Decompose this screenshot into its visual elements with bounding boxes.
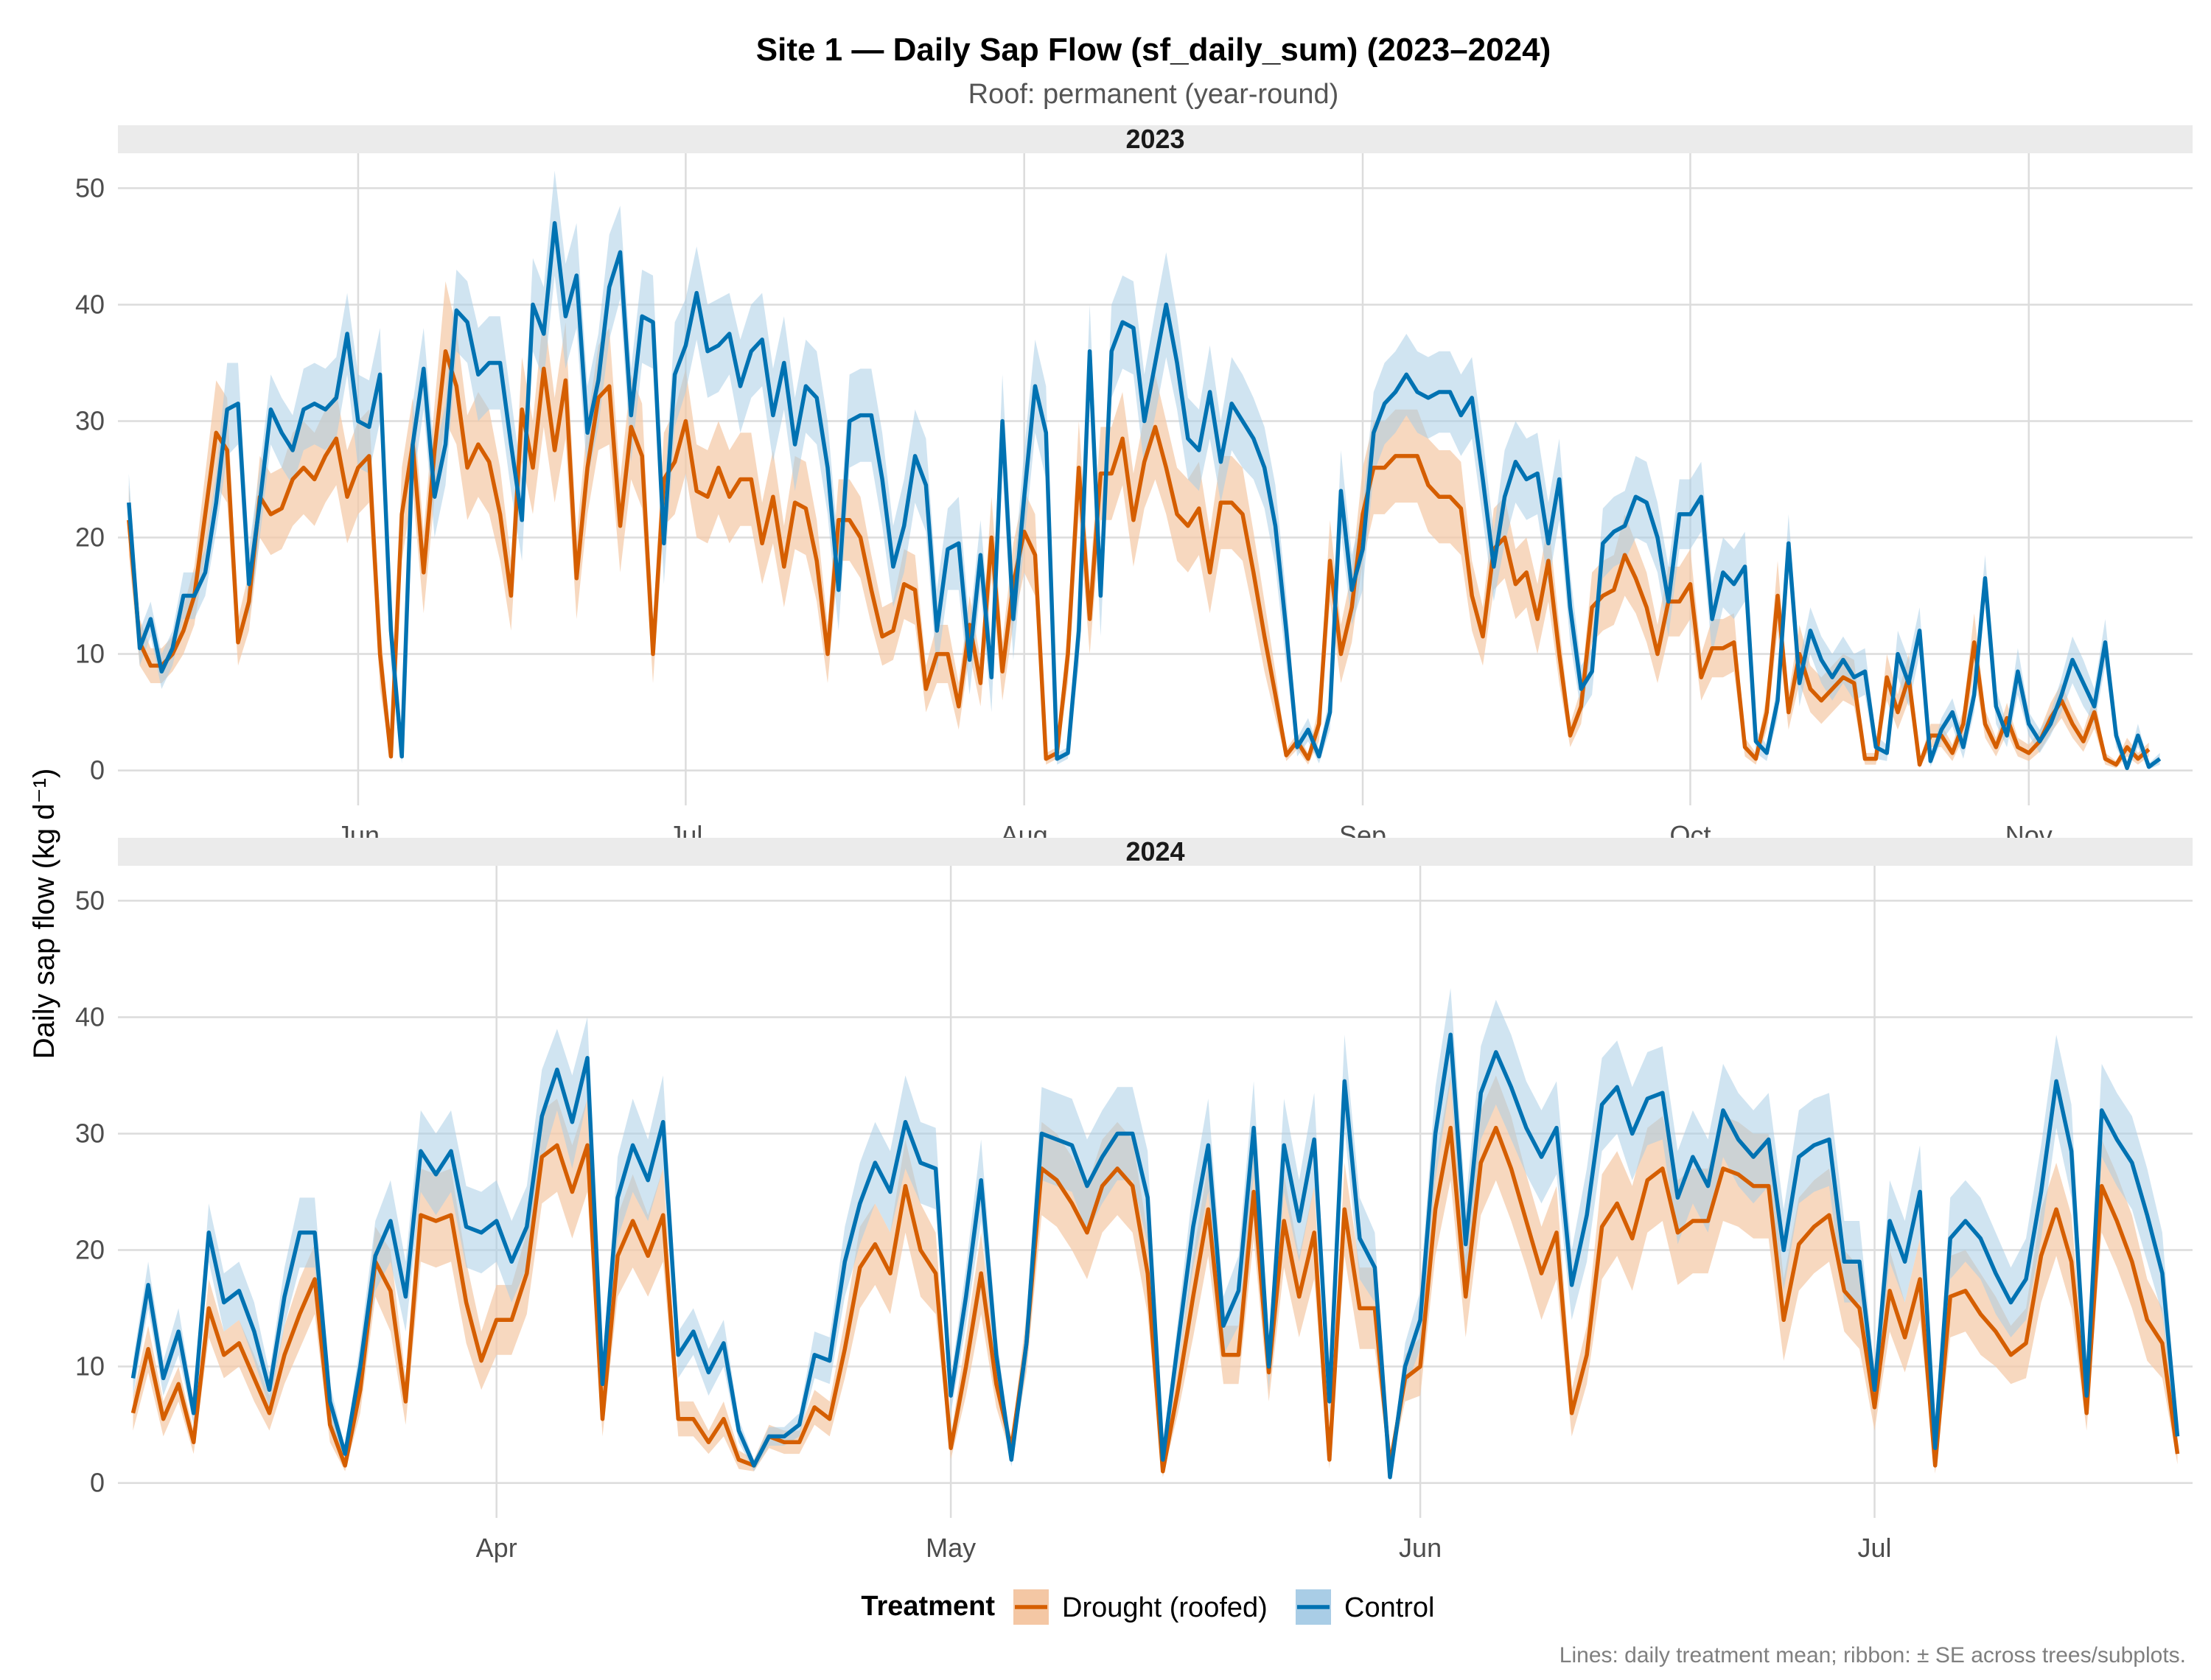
y-tick-label: 30 <box>75 1118 105 1148</box>
legend[interactable]: Treatment Drought (roofed) Control <box>861 1589 1435 1625</box>
control-ribbon <box>128 170 2160 771</box>
chart-title: Site 1 — Daily Sap Flow (sf_daily_sum) (… <box>756 32 1551 68</box>
x-tick-label: Jul <box>1857 1533 1891 1563</box>
panel-2024: 2024 0 10 20 30 40 50 Apr May Jun Jul <box>75 836 2193 1563</box>
drought-line <box>130 1125 2180 1474</box>
drought-line <box>127 349 2151 767</box>
x-tick-label: Apr <box>476 1533 517 1563</box>
y-tick-label: 50 <box>75 172 105 203</box>
facet-strip-label: 2023 <box>1125 124 1184 154</box>
y-tick-label: 20 <box>75 1235 105 1265</box>
facet-strip <box>118 838 2193 866</box>
control-line <box>127 221 2162 771</box>
y-tick-label: 50 <box>75 885 105 915</box>
y-tick-label: 0 <box>90 1468 105 1498</box>
chart-caption: Lines: daily treatment mean; ribbon: ± S… <box>1559 1643 2186 1667</box>
facet-strip <box>118 125 2193 153</box>
x-tick-label: May <box>926 1533 976 1563</box>
control-line <box>130 1032 2180 1480</box>
y-tick-label: 30 <box>75 405 105 435</box>
legend-item: Control <box>1296 1589 1435 1625</box>
legend-title: Treatment <box>861 1591 995 1622</box>
facet-strip-label: 2024 <box>1125 836 1184 867</box>
x-tick-label: Jun <box>1399 1533 1442 1563</box>
legend-item: Drought (roofed) <box>1013 1589 1268 1625</box>
y-tick-label: 10 <box>75 1351 105 1382</box>
drought-ribbon <box>133 1075 2178 1477</box>
y-tick-label: 40 <box>75 289 105 319</box>
y-axis-title: Daily sap flow (kg d⁻¹) <box>28 769 60 1060</box>
y-tick-label: 20 <box>75 522 105 553</box>
y-tick-label: 0 <box>90 755 105 785</box>
chart-subtitle: Roof: permanent (year-round) <box>968 79 1339 110</box>
y-tick-label: 10 <box>75 639 105 669</box>
legend-label: Drought (roofed) <box>1062 1592 1268 1623</box>
legend-label: Control <box>1344 1592 1435 1623</box>
y-tick-label: 40 <box>75 1001 105 1032</box>
